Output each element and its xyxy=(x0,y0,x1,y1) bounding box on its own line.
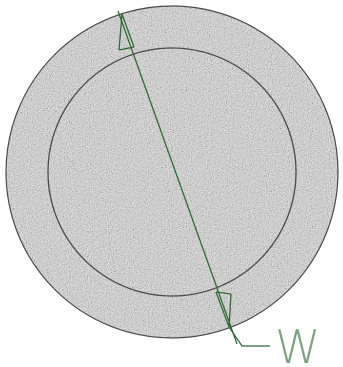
speckle-texture xyxy=(6,6,338,338)
dimension-line xyxy=(117,10,238,345)
label-leader-line xyxy=(228,326,270,347)
bottom-arrow-base xyxy=(215,291,232,295)
dimension-label-w: W xyxy=(275,320,320,367)
top-arrowhead xyxy=(118,13,135,51)
dimension-line-group xyxy=(117,10,270,347)
inner-circle-outline xyxy=(47,47,297,297)
top-arrow-base xyxy=(118,46,135,51)
outer-circle-outline xyxy=(5,5,339,339)
